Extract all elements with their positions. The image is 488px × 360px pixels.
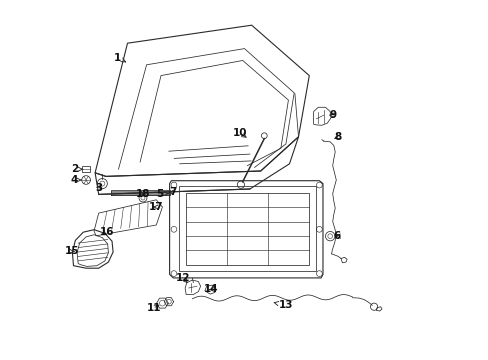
Text: 3: 3 (95, 183, 102, 193)
Text: 16: 16 (100, 227, 114, 237)
Text: 5: 5 (156, 189, 168, 199)
Text: 15: 15 (65, 246, 80, 256)
Text: 6: 6 (333, 231, 340, 241)
Text: 1: 1 (114, 53, 125, 63)
Text: 14: 14 (203, 284, 218, 294)
Text: 10: 10 (232, 128, 247, 138)
Text: 11: 11 (146, 303, 161, 313)
Text: 8: 8 (334, 132, 341, 142)
Text: 13: 13 (274, 300, 292, 310)
Bar (82, 166, 90, 172)
Text: 4: 4 (71, 175, 81, 185)
Text: 17: 17 (149, 202, 163, 212)
Text: 12: 12 (176, 273, 190, 283)
Text: 18: 18 (136, 189, 150, 199)
Text: 2: 2 (71, 164, 82, 174)
Text: 7: 7 (168, 187, 176, 197)
Text: 9: 9 (328, 110, 336, 120)
